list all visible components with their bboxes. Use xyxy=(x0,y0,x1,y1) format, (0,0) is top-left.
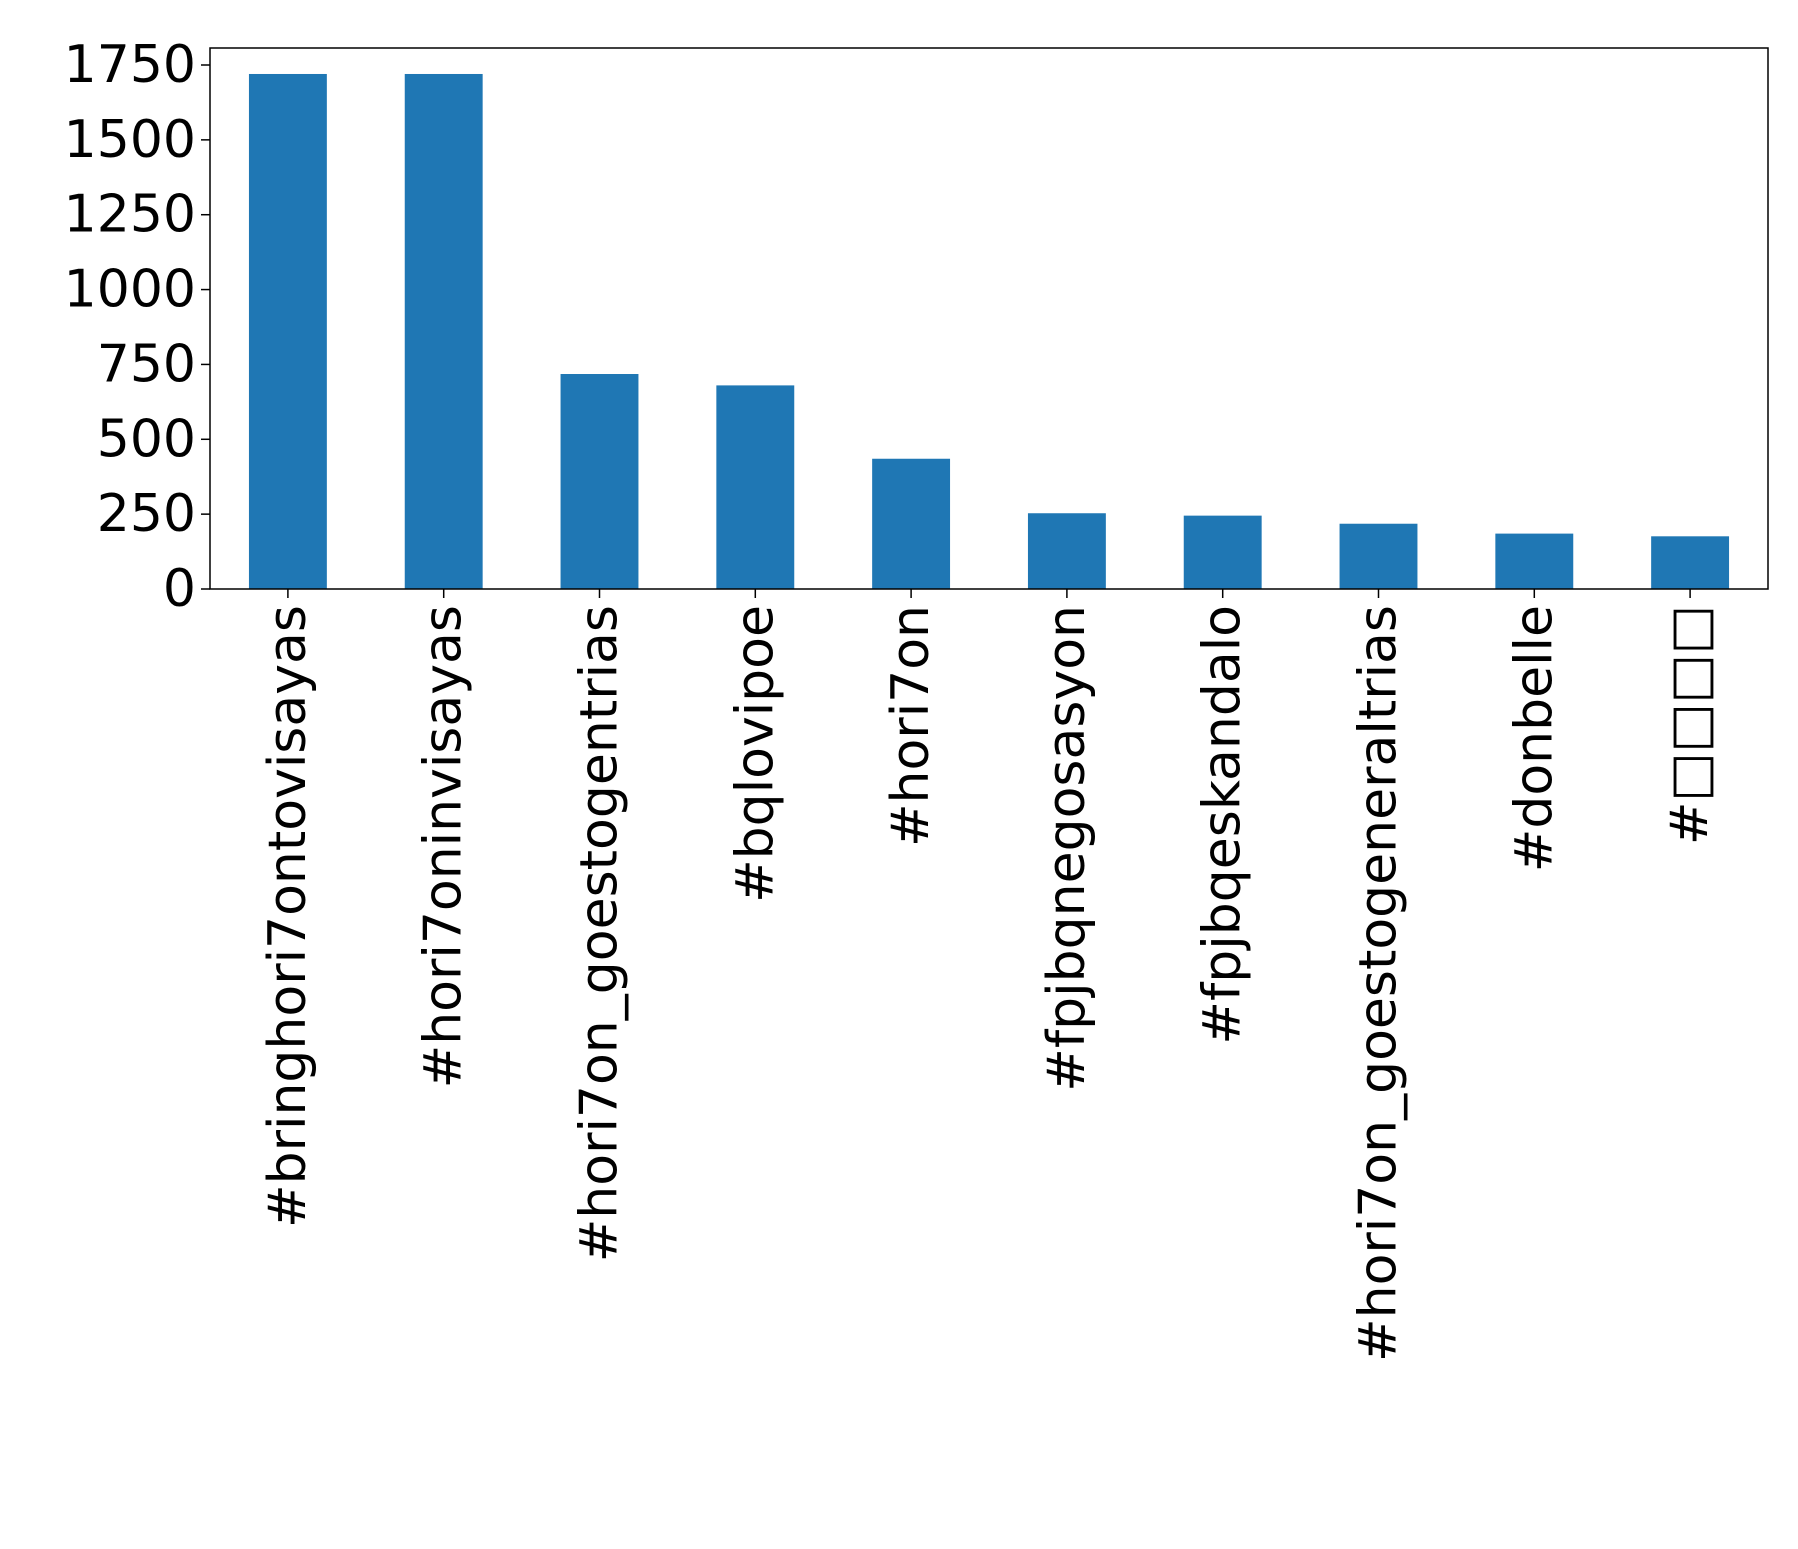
y-tick-label: 500 xyxy=(97,409,196,469)
bar-0 xyxy=(248,73,327,590)
y-tick-label: 0 xyxy=(163,559,196,619)
bar-4 xyxy=(872,458,951,589)
bar-2 xyxy=(560,374,639,589)
x-tick-label: #hori7on_goestogeneraltrias xyxy=(1349,605,1409,1362)
plot-frame xyxy=(209,47,1769,590)
x-tick-label: #fpjbqnegosasyon xyxy=(1037,605,1097,1092)
bar-5 xyxy=(1027,513,1106,589)
x-tick-label: #□□□□ xyxy=(1660,605,1720,845)
x-tick-label: #bqlovipoe xyxy=(725,605,785,903)
bar-9 xyxy=(1651,536,1730,589)
x-tick-label: #fpjbqeskandalo xyxy=(1193,605,1253,1045)
y-tick-label: 1250 xyxy=(64,185,196,245)
x-tick-label: #hori7oninvisayas xyxy=(414,605,474,1088)
bar-8 xyxy=(1495,533,1574,589)
x-axis: #bringhori7ontovisayas #hori7oninvisayas #… xyxy=(258,589,1720,1362)
y-tick-label: 750 xyxy=(97,334,196,394)
bar-7 xyxy=(1339,523,1418,589)
x-tick-label: #hori7on_goestogentrias xyxy=(570,605,630,1262)
bars-layer xyxy=(248,73,1730,590)
bar-3 xyxy=(716,385,795,589)
bar-1 xyxy=(404,73,483,590)
y-tick-label: 1750 xyxy=(64,35,196,95)
y-tick-label: 1500 xyxy=(64,110,196,170)
y-axis: 0 250 500 750 1000 1250 1500 1750 xyxy=(64,35,210,619)
x-tick-label: #hori7on xyxy=(881,605,941,847)
x-tick-label: #bringhori7ontovisayas xyxy=(258,605,318,1228)
y-tick-label: 1000 xyxy=(64,260,196,320)
x-tick-label: #donbelle xyxy=(1504,605,1564,872)
y-tick-label: 250 xyxy=(97,484,196,544)
bar-6 xyxy=(1183,515,1262,589)
